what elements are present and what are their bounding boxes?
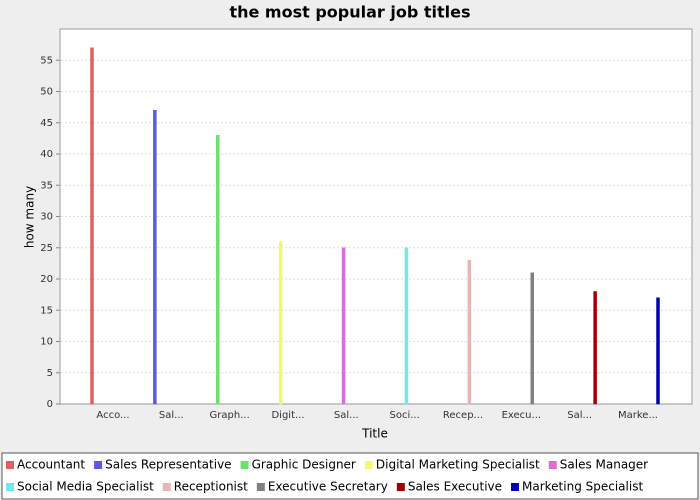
y-tick-label: 50 [40, 87, 53, 98]
x-tick-label: Sal... [567, 410, 592, 421]
legend-label: Sales Manager [560, 458, 648, 472]
legend-label: Digital Marketing Specialist [376, 458, 540, 472]
y-tick-label: 5 [47, 368, 53, 379]
x-tick-label: Soci... [390, 410, 420, 421]
bar [467, 260, 472, 405]
bar [341, 247, 346, 405]
x-tick-label: Acco... [96, 410, 129, 421]
y-tick-label: 40 [40, 149, 53, 160]
x-tick-label: Recep... [443, 410, 483, 421]
legend-label: Sales Executive [408, 480, 502, 494]
bar [216, 135, 220, 405]
bar [593, 291, 597, 405]
y-tick-label: 25 [40, 243, 53, 254]
x-tick-label: Sal... [159, 410, 184, 421]
legend-swatch [396, 483, 405, 491]
y-tick-label: 45 [40, 118, 53, 129]
y-tick-label: 30 [40, 212, 53, 223]
y-tick-label: 35 [40, 180, 53, 191]
legend-label: Marketing Specialist [522, 480, 643, 494]
legend-swatch [94, 461, 103, 469]
legend-swatch [162, 483, 171, 491]
y-axis-label: how many [23, 186, 37, 248]
legend-label: Accountant [17, 458, 85, 472]
x-tick-label: Execu... [502, 410, 541, 421]
legend-swatch [548, 461, 557, 469]
y-tick-label: 15 [40, 305, 53, 316]
x-axis-label: Title [361, 427, 388, 441]
legend-swatch [364, 461, 373, 469]
legend-swatch [511, 483, 520, 491]
legend [1, 452, 699, 500]
legend-swatch [6, 461, 14, 469]
bar [90, 47, 94, 405]
y-tick-label: 0 [47, 399, 53, 410]
legend-label: Sales Representative [105, 458, 231, 472]
bar [530, 272, 534, 405]
bar [656, 297, 660, 405]
x-tick-label: Graph... [210, 410, 250, 421]
legend-label: Receptionist [174, 480, 248, 494]
x-tick-label: Sal... [334, 410, 359, 421]
x-tick-label: Digit... [271, 410, 304, 421]
y-tick-label: 10 [40, 337, 53, 348]
y-tick-label: 20 [40, 274, 53, 285]
bar [278, 241, 283, 405]
y-tick-label: 55 [40, 55, 53, 66]
chart-title: the most popular job titles [229, 3, 470, 22]
legend-swatch [6, 483, 14, 491]
legend-label: Social Media Specialist [17, 480, 154, 494]
legend-swatch [240, 461, 249, 469]
x-tick-label: Marke... [618, 410, 658, 421]
bar [153, 110, 157, 405]
legend-swatch [256, 483, 265, 491]
legend-label: Executive Secretary [268, 480, 388, 494]
legend-label: Graphic Designer [252, 458, 356, 472]
bar [404, 247, 409, 405]
